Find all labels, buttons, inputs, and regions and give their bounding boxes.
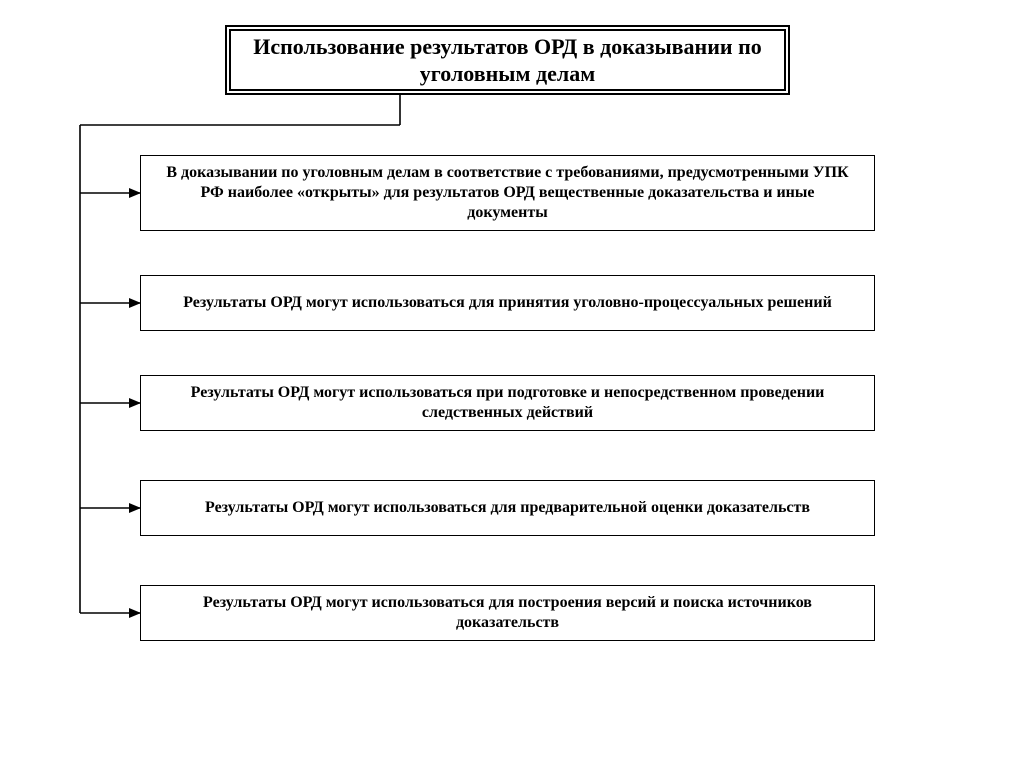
diagram-item-2: Результаты ОРД могут использоваться для …	[140, 275, 875, 331]
diagram-item-4: Результаты ОРД могут использоваться для …	[140, 480, 875, 536]
diagram-title: Использование результатов ОРД в доказыва…	[225, 25, 790, 95]
diagram-canvas: Использование результатов ОРД в доказыва…	[0, 0, 1024, 767]
diagram-item-3: Результаты ОРД могут использоваться при …	[140, 375, 875, 431]
diagram-item-1: В доказывании по уголовным делам в соотв…	[140, 155, 875, 231]
diagram-item-5: Результаты ОРД могут использоваться для …	[140, 585, 875, 641]
